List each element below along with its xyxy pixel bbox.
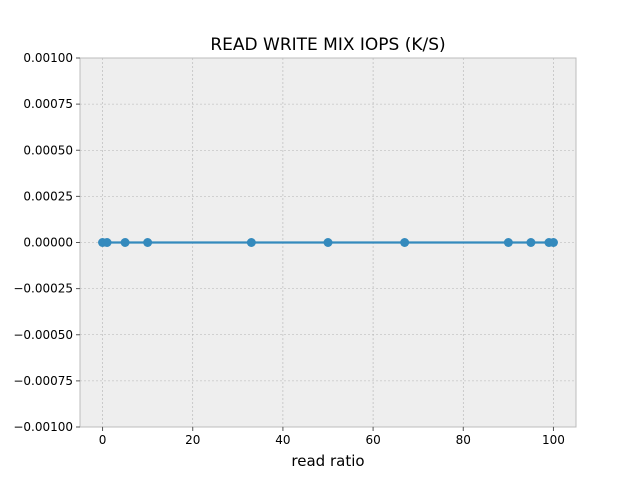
series-layer: [98, 238, 558, 247]
x-tick-label: 20: [185, 433, 200, 447]
data-point: [120, 238, 130, 247]
y-tick-label: −0.00100: [13, 420, 73, 434]
y-tick-label: −0.00025: [13, 282, 73, 296]
y-tick-label: 0.00100: [23, 51, 73, 65]
y-tick-label: −0.00075: [13, 374, 73, 388]
x-tick-label: 40: [275, 433, 290, 447]
data-point: [503, 238, 513, 247]
x-axis: 0 20 40 60 80 100: [99, 427, 565, 447]
chart-title: READ WRITE MIX IOPS (K/S): [210, 35, 445, 55]
data-point: [246, 238, 256, 247]
x-tick-label: 60: [365, 433, 380, 447]
data-point: [548, 238, 558, 247]
y-tick-label: 0.00025: [23, 189, 73, 203]
x-tick-label: 80: [456, 433, 471, 447]
data-point: [526, 238, 536, 247]
y-tick-label: 0.00075: [23, 97, 73, 111]
x-tick-label: 100: [542, 433, 565, 447]
x-tick-label: 0: [99, 433, 107, 447]
y-tick-label: 0.00050: [23, 143, 73, 157]
x-axis-label: read ratio: [291, 452, 364, 470]
data-point: [102, 238, 112, 247]
y-axis: −0.00100 −0.00075 −0.00050 −0.00025 0.00000 0…: [13, 51, 80, 434]
y-tick-label: 0.00000: [23, 236, 73, 250]
y-tick-label: −0.00050: [13, 328, 73, 342]
data-point: [143, 238, 153, 247]
data-point: [400, 238, 410, 247]
data-point: [323, 238, 333, 247]
